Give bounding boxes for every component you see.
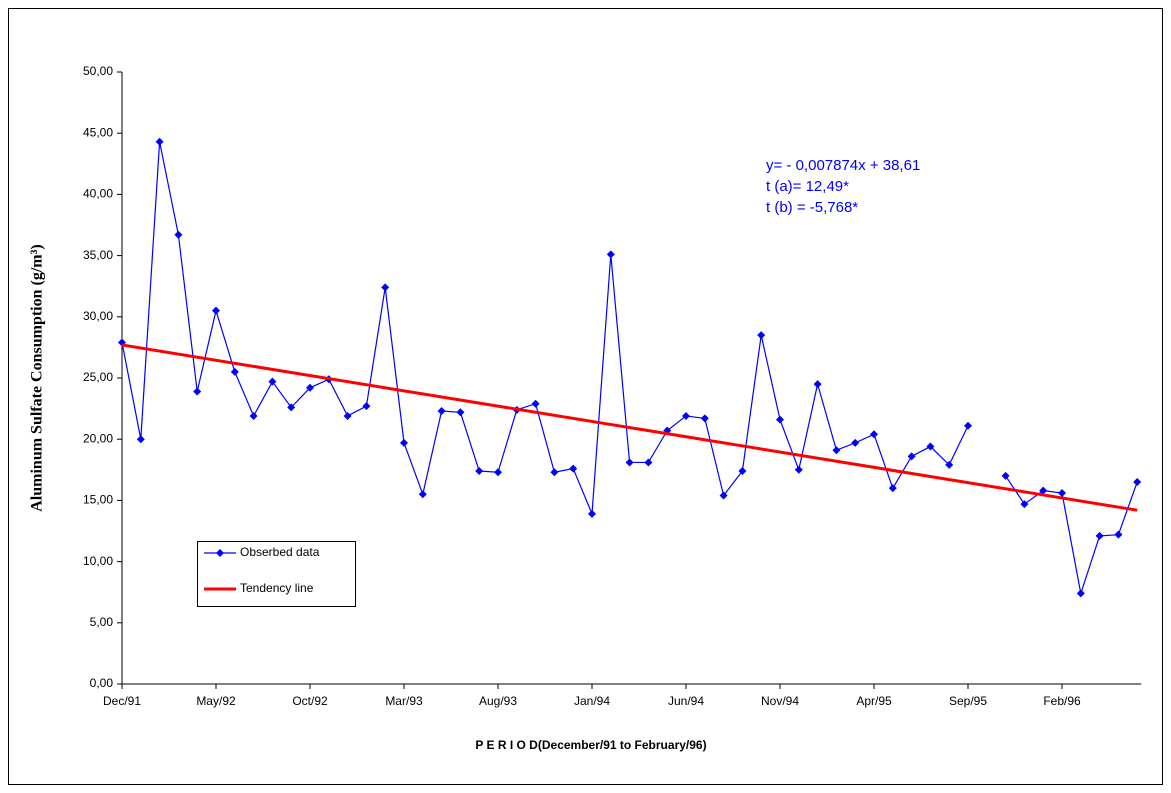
data-point	[400, 438, 408, 447]
legend-label: Tendency line	[240, 581, 314, 595]
data-point	[907, 452, 916, 461]
x-tick-label: Sep/95	[949, 694, 987, 708]
legend-box	[197, 541, 356, 607]
data-point	[888, 484, 897, 493]
data-point	[964, 421, 972, 430]
data-point	[362, 402, 371, 411]
y-tick-label: 0,00	[90, 676, 114, 690]
data-point	[1114, 530, 1123, 539]
data-point	[268, 377, 277, 386]
y-tick-label: 30,00	[83, 309, 113, 323]
y-tick-label: 15,00	[83, 493, 113, 507]
data-point	[757, 331, 766, 340]
data-point	[230, 367, 239, 376]
data-point	[870, 430, 878, 439]
data-point	[588, 509, 596, 518]
y-axis-label: Aluminum Sulfate Consumption (g/m³)	[29, 244, 46, 512]
x-axis-label: P E R I O D(December/91 to February/96)	[475, 738, 706, 752]
annotation: y= - 0,007874x + 38,61	[766, 157, 920, 174]
data-point	[700, 414, 709, 423]
y-tick-label: 45,00	[83, 125, 113, 139]
annotation: t (a)= 12,49*	[766, 178, 849, 195]
data-point	[606, 250, 615, 259]
y-tick-label: 25,00	[83, 370, 113, 384]
data-point	[212, 306, 220, 315]
data-point	[813, 380, 822, 389]
x-tick-label: Aug/93	[479, 694, 517, 708]
data-point	[945, 460, 954, 469]
data-point	[456, 408, 465, 417]
data-point	[494, 468, 502, 477]
data-point	[832, 446, 841, 455]
data-point	[550, 468, 559, 477]
y-tick-label: 50,00	[83, 64, 113, 78]
x-tick-label: Oct/92	[292, 694, 328, 708]
x-tick-label: Dec/91	[103, 694, 141, 708]
data-point	[851, 438, 860, 447]
y-tick-label: 35,00	[83, 248, 113, 262]
legend: Obserbed data Tendency line	[197, 541, 356, 607]
data-point	[625, 458, 634, 467]
data-point	[1095, 531, 1104, 540]
data-point	[644, 458, 653, 467]
data-point	[174, 230, 183, 239]
data-point	[569, 464, 578, 473]
data-point	[418, 490, 427, 499]
x-tick-label: Jun/94	[668, 694, 704, 708]
data-point	[249, 411, 258, 420]
data-point	[1020, 500, 1029, 509]
y-tick-label: 20,00	[83, 431, 113, 445]
data-point	[287, 403, 296, 412]
data-point	[738, 467, 747, 476]
data-point	[343, 411, 352, 420]
x-tick-label: Feb/96	[1043, 694, 1081, 708]
data-point	[306, 383, 314, 392]
data-point	[437, 407, 446, 416]
data-point	[794, 465, 803, 474]
data-point	[1039, 486, 1048, 495]
data-point	[719, 491, 728, 500]
data-point	[193, 387, 202, 396]
x-tick-label: Jan/94	[574, 694, 610, 708]
data-point	[155, 137, 164, 146]
data-point	[1001, 471, 1010, 480]
data-point	[381, 283, 390, 292]
y-tick-label: 5,00	[90, 615, 114, 629]
data-point	[531, 399, 540, 408]
data-point	[1133, 478, 1142, 487]
x-tick-label: Apr/95	[856, 694, 892, 708]
x-tick-label: May/92	[196, 694, 236, 708]
y-tick-label: 10,00	[83, 554, 113, 568]
legend-label: Obserbed data	[240, 545, 320, 559]
data-point	[776, 415, 784, 424]
chart-border	[8, 8, 1163, 785]
annotation: t (b) = -5,768*	[766, 199, 858, 216]
y-tick-label: 40,00	[83, 187, 113, 201]
trend-line	[121, 343, 1138, 512]
data-point	[682, 411, 690, 420]
x-tick-label: Mar/93	[385, 694, 423, 708]
x-tick-label: Nov/94	[761, 694, 799, 708]
data-point	[1058, 489, 1066, 498]
data-point	[475, 467, 484, 476]
data-point	[926, 442, 935, 451]
data-point	[1076, 589, 1085, 598]
data-point	[136, 435, 145, 444]
legend-swatch	[216, 549, 224, 557]
